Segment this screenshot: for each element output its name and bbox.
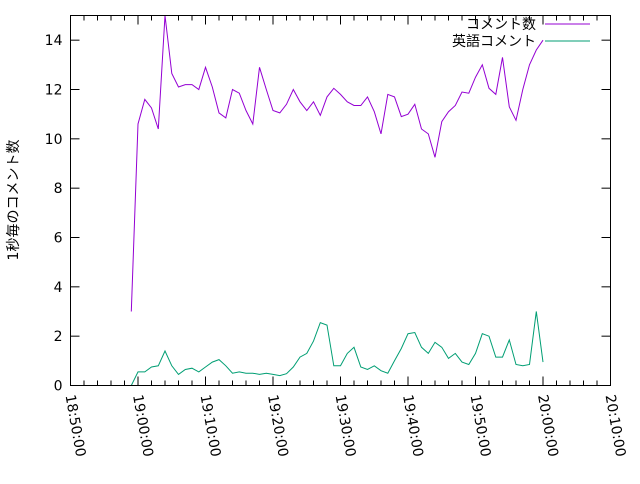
x-tick-label: 19:40:00 (399, 393, 426, 458)
x-tick-label: 19:30:00 (332, 393, 359, 458)
x-tick-label: 20:00:00 (534, 393, 561, 458)
series-lines (130, 15, 544, 386)
axis-ticks (70, 15, 611, 386)
x-tick-label: 19:20:00 (264, 393, 291, 458)
x-tick-label: 18:50:00 (62, 393, 89, 458)
y-tick-labels: 0 2 4 6 8 10 12 14 (45, 33, 63, 394)
x-tick-label: 19:50:00 (467, 393, 494, 458)
series-line-0 (130, 15, 544, 312)
y-axis-label: 1秒毎のコメント数 (6, 140, 22, 261)
y-tick-label: 4 (54, 280, 63, 296)
y-tick-label: 14 (45, 33, 63, 49)
y-tick-label: 10 (45, 132, 63, 148)
y-tick-label: 6 (54, 231, 63, 247)
y-tick-label: 0 (54, 379, 63, 395)
series-line-1 (130, 311, 544, 386)
legend-label: コメント数 (466, 17, 536, 33)
x-tick-label: 19:00:00 (129, 393, 156, 458)
x-tick-label: 19:10:00 (197, 393, 224, 458)
legend-label: 英語コメント (452, 33, 536, 50)
x-tick-labels: 18:50:00 19:00:00 19:10:00 19:20:00 19:30:00… (62, 393, 629, 458)
y-tick-label: 2 (54, 329, 63, 345)
y-tick-label: 12 (45, 83, 63, 99)
x-tick-label: 20:10:00 (602, 393, 629, 458)
plot-frame (70, 15, 611, 386)
y-tick-label: 8 (54, 181, 63, 197)
